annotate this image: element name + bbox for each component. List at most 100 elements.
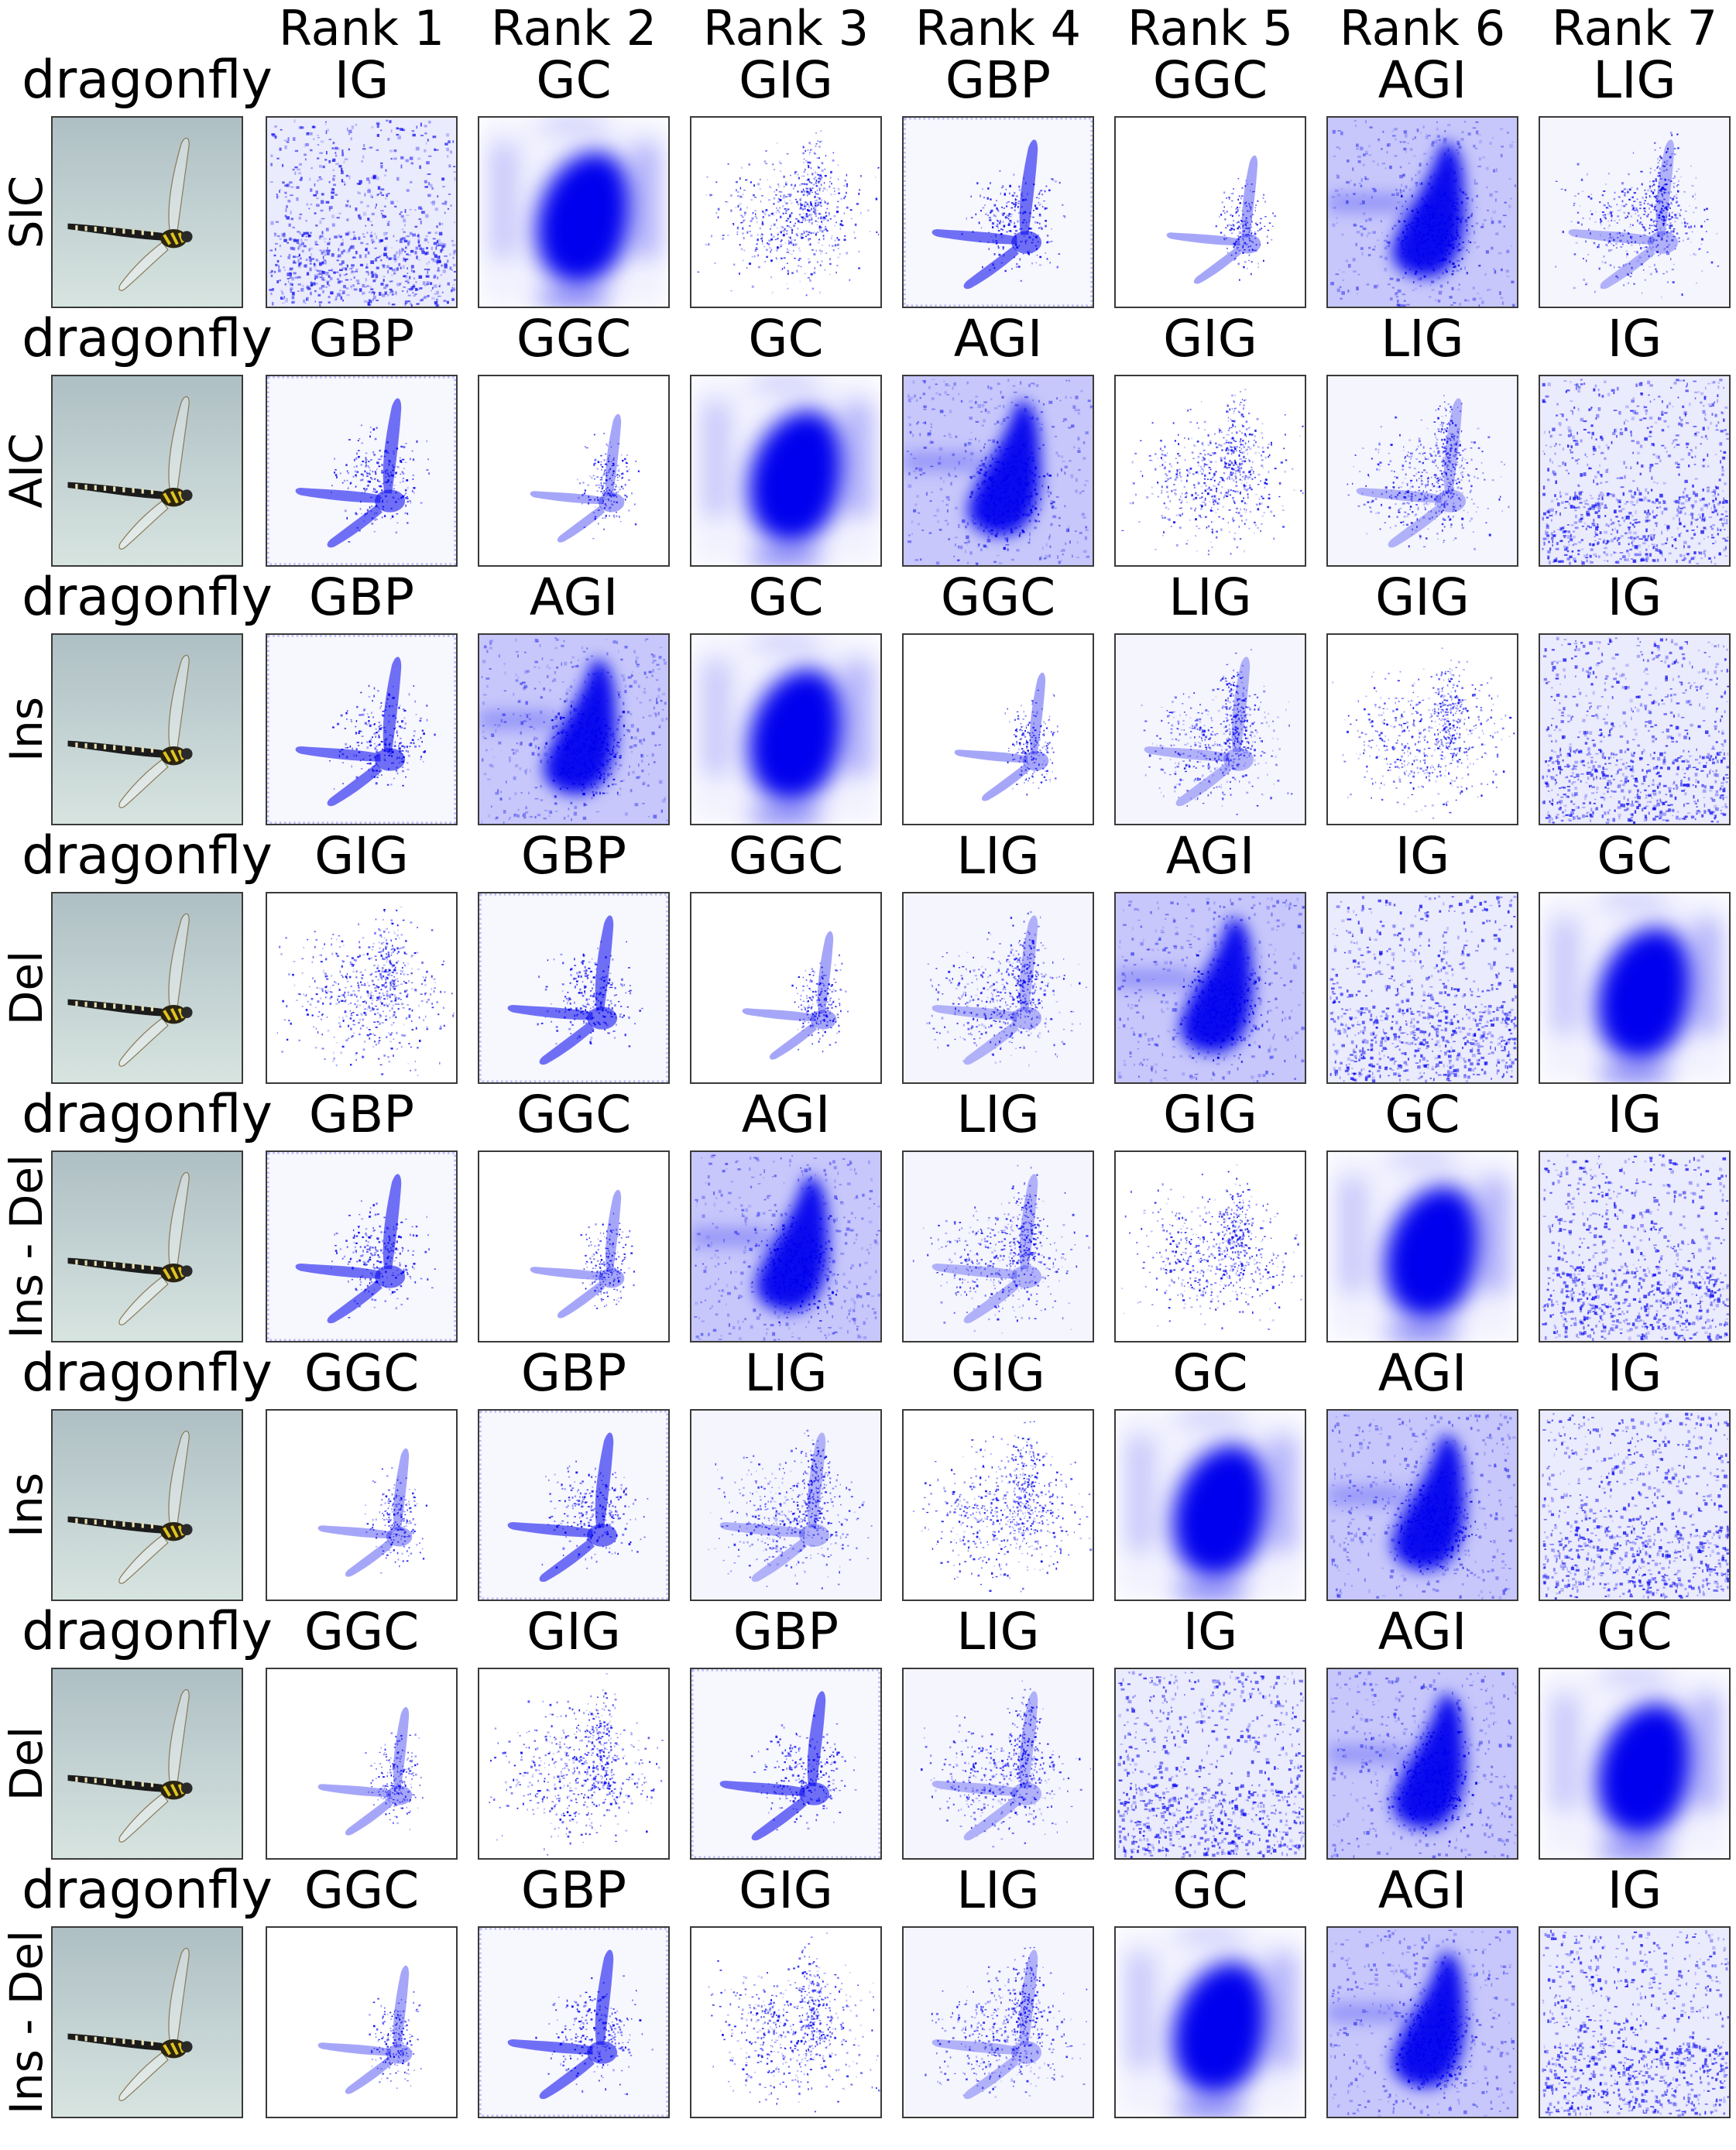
- row-label: Del: [0, 1636, 53, 1891]
- saliency-map-agi: [1114, 892, 1306, 1084]
- saliency-map-ig: [1326, 892, 1518, 1084]
- method-label: GC: [1104, 1860, 1316, 1922]
- saliency-map-gc: [1539, 1668, 1731, 1860]
- saliency-map-image: [479, 1152, 668, 1341]
- method-label: GIG: [892, 1342, 1104, 1404]
- saliency-map-ig: [1539, 633, 1731, 825]
- saliency-map-image: [479, 1669, 668, 1858]
- saliency-map-image: [904, 1411, 1093, 1600]
- method-label: GIG: [1104, 1084, 1316, 1146]
- saliency-map-gbp: [478, 1926, 670, 2118]
- row-label: SIC: [0, 84, 53, 340]
- method-label: LIG: [1104, 567, 1316, 629]
- method-label: GC: [468, 50, 680, 111]
- saliency-map-gbp: [266, 375, 458, 567]
- method-label: LIG: [1316, 308, 1528, 370]
- method-label: IG: [1528, 1860, 1736, 1922]
- saliency-map-ig: [1539, 1409, 1731, 1601]
- method-label: IG: [1104, 1601, 1316, 1663]
- saliency-map-image: [479, 1411, 668, 1600]
- saliency-map-image: [479, 1928, 668, 2117]
- dragonfly-photo: [53, 635, 242, 824]
- saliency-map-ggc: [266, 1668, 458, 1860]
- saliency-map-image: [1540, 635, 1729, 824]
- saliency-map-ig: [1114, 1668, 1306, 1860]
- method-label: LIG: [892, 1084, 1104, 1146]
- dragonfly-photo: [53, 1928, 242, 2117]
- saliency-map-image: [1540, 1928, 1729, 2117]
- saliency-map-ig: [1539, 375, 1731, 567]
- saliency-map-image: [1116, 635, 1305, 824]
- method-label: GIG: [468, 1601, 680, 1663]
- method-label: GBP: [892, 50, 1104, 111]
- saliency-map-gc: [690, 375, 882, 567]
- saliency-map-image: [479, 893, 668, 1082]
- saliency-map-gig: [266, 892, 458, 1084]
- saliency-map-image: [267, 1152, 456, 1341]
- method-label: GGC: [468, 308, 680, 370]
- saliency-map-gig: [1114, 1150, 1306, 1342]
- method-label: GC: [1316, 1084, 1528, 1146]
- input-image: [51, 1150, 243, 1342]
- saliency-map-agi: [1326, 1668, 1518, 1860]
- saliency-map-image: [1116, 893, 1305, 1082]
- saliency-map-gc: [1114, 1926, 1306, 2118]
- saliency-map-image: [691, 1152, 880, 1341]
- row-label: AIC: [0, 343, 53, 598]
- saliency-map-image: [904, 1152, 1093, 1341]
- method-label: AGI: [468, 567, 680, 629]
- saliency-map-ggc: [266, 1926, 458, 2118]
- saliency-map-gbp: [902, 116, 1094, 308]
- saliency-map-image: [1540, 893, 1729, 1082]
- method-label: GBP: [256, 308, 468, 370]
- saliency-map-image: [904, 376, 1093, 565]
- method-label: GBP: [680, 1601, 892, 1663]
- saliency-map-image: [267, 1928, 456, 2117]
- saliency-map-image: [691, 635, 880, 824]
- saliency-map-image: [1328, 376, 1517, 565]
- saliency-map-gig: [902, 1409, 1094, 1601]
- input-image: [51, 633, 243, 825]
- method-label: IG: [1316, 825, 1528, 887]
- saliency-map-image: [904, 118, 1093, 307]
- method-label: GC: [1528, 1601, 1736, 1663]
- row-label: Ins - Del: [0, 1895, 53, 2150]
- row-label: Del: [0, 860, 53, 1116]
- input-image: [51, 892, 243, 1084]
- method-label: AGI: [1316, 1860, 1528, 1922]
- saliency-map-image: [1116, 1928, 1305, 2117]
- method-label: GC: [680, 567, 892, 629]
- saliency-map-image: [1328, 118, 1517, 307]
- saliency-map-agi: [1326, 116, 1518, 308]
- method-label: GC: [680, 308, 892, 370]
- saliency-map-image: [904, 1928, 1093, 2117]
- saliency-map-gc: [690, 633, 882, 825]
- method-label: AGI: [1316, 1342, 1528, 1404]
- method-label: GGC: [680, 825, 892, 887]
- class-label: dragonfly: [8, 1601, 286, 1663]
- row-label: Ins: [0, 1377, 53, 1633]
- saliency-map-image: [1328, 1669, 1517, 1858]
- method-label: GIG: [680, 1860, 892, 1922]
- saliency-map-gbp: [478, 892, 670, 1084]
- saliency-map-gc: [1326, 1150, 1518, 1342]
- saliency-map-image: [1540, 376, 1729, 565]
- saliency-map-image: [1328, 893, 1517, 1082]
- method-label: LIG: [680, 1342, 892, 1404]
- saliency-map-agi: [690, 1150, 882, 1342]
- saliency-map-image: [691, 1411, 880, 1600]
- saliency-map-ig: [266, 116, 458, 308]
- class-label: dragonfly: [8, 1860, 286, 1922]
- saliency-map-image: [904, 1669, 1093, 1858]
- method-label: GBP: [468, 1342, 680, 1404]
- method-label: AGI: [680, 1084, 892, 1146]
- dragonfly-photo: [53, 118, 242, 307]
- saliency-map-image: [267, 1411, 456, 1600]
- class-label: dragonfly: [8, 1084, 286, 1146]
- method-label: LIG: [892, 1601, 1104, 1663]
- input-image: [51, 1409, 243, 1601]
- saliency-map-image: [267, 118, 456, 307]
- rank-header: Rank 2: [468, 0, 680, 57]
- saliency-map-image: [691, 893, 880, 1082]
